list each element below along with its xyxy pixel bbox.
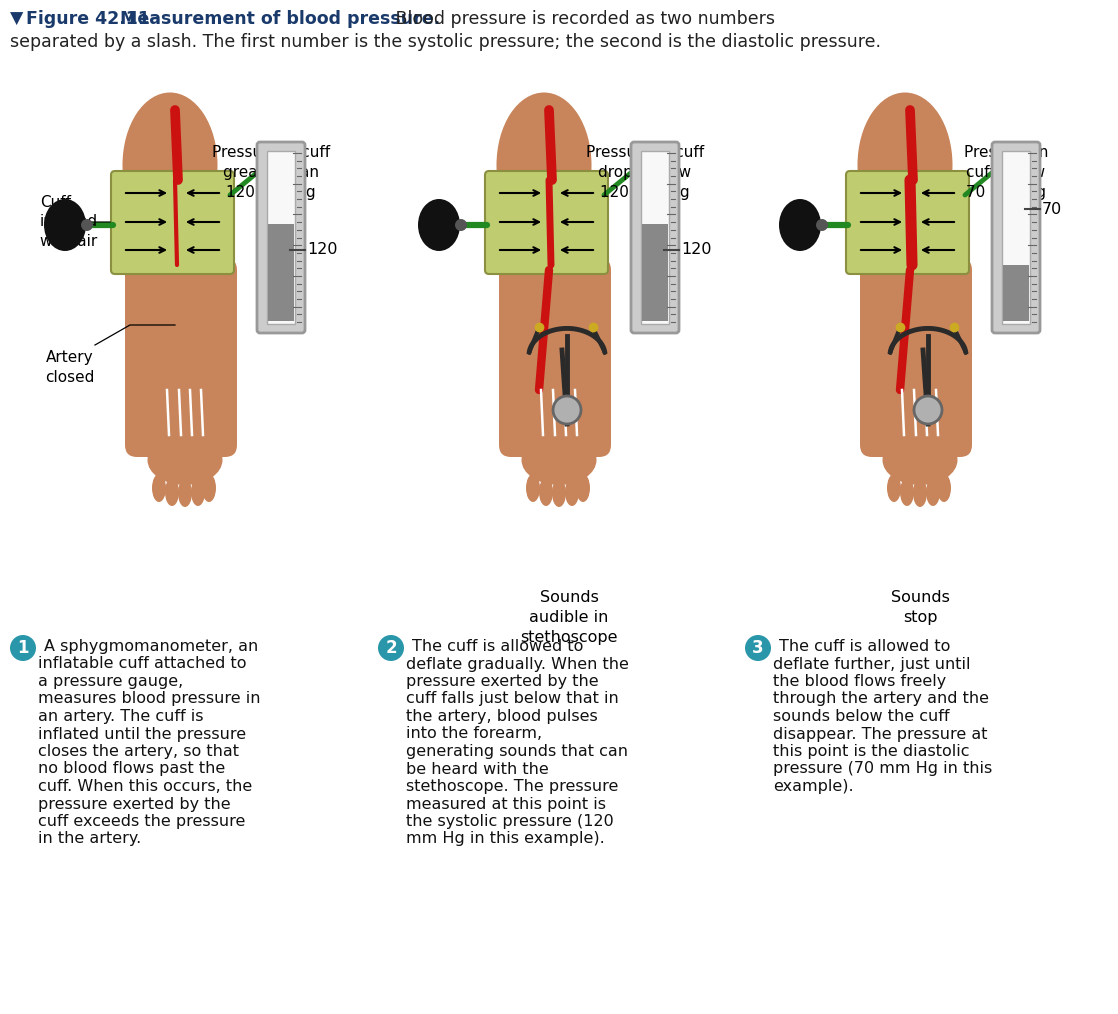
Text: into the forearm,: into the forearm, bbox=[406, 726, 542, 741]
Text: pressure exerted by the: pressure exerted by the bbox=[38, 797, 230, 811]
Ellipse shape bbox=[816, 219, 828, 231]
Text: a pressure gauge,: a pressure gauge, bbox=[38, 674, 183, 689]
Text: disappear. The pressure at: disappear. The pressure at bbox=[773, 726, 987, 741]
FancyBboxPatch shape bbox=[485, 171, 608, 274]
Text: pressure exerted by the: pressure exerted by the bbox=[406, 674, 598, 689]
Text: the blood flows freely: the blood flows freely bbox=[773, 674, 946, 689]
Text: 120: 120 bbox=[307, 242, 338, 258]
Ellipse shape bbox=[882, 435, 957, 485]
Text: Measurement of blood pressure.: Measurement of blood pressure. bbox=[120, 10, 440, 28]
Ellipse shape bbox=[44, 199, 86, 251]
Circle shape bbox=[10, 635, 36, 661]
Text: this point is the diastolic: this point is the diastolic bbox=[773, 744, 969, 759]
FancyBboxPatch shape bbox=[125, 258, 237, 457]
Text: Cuff
inflated
with air: Cuff inflated with air bbox=[40, 195, 98, 249]
Text: sounds below the cuff: sounds below the cuff bbox=[773, 709, 949, 724]
Ellipse shape bbox=[191, 478, 205, 506]
Text: no blood flows past the: no blood flows past the bbox=[38, 762, 225, 777]
Ellipse shape bbox=[152, 474, 165, 502]
Text: deflate further, just until: deflate further, just until bbox=[773, 656, 970, 671]
Text: cuff exceeds the pressure: cuff exceeds the pressure bbox=[38, 814, 245, 829]
Text: ▼: ▼ bbox=[10, 10, 29, 28]
Text: example).: example). bbox=[773, 779, 854, 794]
Text: 2: 2 bbox=[386, 639, 397, 657]
Text: pressure (70 mm Hg in this: pressure (70 mm Hg in this bbox=[773, 762, 993, 777]
FancyBboxPatch shape bbox=[860, 258, 972, 457]
FancyBboxPatch shape bbox=[846, 171, 969, 274]
Ellipse shape bbox=[900, 478, 915, 506]
Circle shape bbox=[915, 396, 942, 424]
Text: Artery
closed: Artery closed bbox=[46, 350, 95, 384]
Text: inflatable cuff attached to: inflatable cuff attached to bbox=[38, 656, 246, 671]
Text: deflate gradually. When the: deflate gradually. When the bbox=[406, 656, 628, 671]
Text: Sounds
audible in
stethoscope: Sounds audible in stethoscope bbox=[520, 590, 618, 645]
Ellipse shape bbox=[887, 474, 901, 502]
Text: cuff. When this occurs, the: cuff. When this occurs, the bbox=[38, 779, 253, 794]
Text: through the artery and the: through the artery and the bbox=[773, 692, 989, 707]
Ellipse shape bbox=[80, 219, 93, 231]
Ellipse shape bbox=[418, 199, 459, 251]
Ellipse shape bbox=[913, 479, 927, 507]
FancyBboxPatch shape bbox=[631, 142, 679, 333]
FancyBboxPatch shape bbox=[992, 142, 1040, 333]
Ellipse shape bbox=[496, 92, 591, 237]
Ellipse shape bbox=[926, 478, 940, 506]
Text: the systolic pressure (120: the systolic pressure (120 bbox=[406, 814, 614, 829]
Circle shape bbox=[553, 396, 581, 424]
Text: in the artery.: in the artery. bbox=[38, 831, 141, 847]
Circle shape bbox=[745, 635, 771, 661]
Text: 3: 3 bbox=[752, 639, 764, 657]
Ellipse shape bbox=[858, 92, 953, 237]
Text: Pressure in cuff
greater than
120 mm Hg: Pressure in cuff greater than 120 mm Hg bbox=[212, 145, 330, 200]
Ellipse shape bbox=[521, 435, 597, 485]
Ellipse shape bbox=[779, 199, 821, 251]
Ellipse shape bbox=[552, 479, 566, 507]
Text: 120: 120 bbox=[681, 242, 711, 258]
Text: Blood pressure is recorded as two numbers: Blood pressure is recorded as two number… bbox=[390, 10, 775, 28]
Ellipse shape bbox=[455, 219, 467, 231]
Ellipse shape bbox=[123, 92, 218, 237]
Text: closes the artery, so that: closes the artery, so that bbox=[38, 744, 239, 759]
Text: Pressure in
cuff below
70 mm Hg: Pressure in cuff below 70 mm Hg bbox=[964, 145, 1049, 200]
Text: measures blood pressure in: measures blood pressure in bbox=[38, 692, 260, 707]
Bar bbox=[1002, 151, 1030, 324]
Bar bbox=[641, 151, 669, 324]
Ellipse shape bbox=[165, 478, 179, 506]
Bar bbox=[642, 224, 667, 321]
Text: Figure 42.11: Figure 42.11 bbox=[26, 10, 162, 28]
Text: 70: 70 bbox=[1042, 202, 1062, 217]
Text: separated by a slash. The first number is the systolic pressure; the second is t: separated by a slash. The first number i… bbox=[10, 33, 881, 51]
Text: generating sounds that can: generating sounds that can bbox=[406, 744, 628, 759]
Text: stethoscope. The pressure: stethoscope. The pressure bbox=[406, 779, 618, 794]
Ellipse shape bbox=[539, 478, 553, 506]
Text: Pressure in cuff
drops below
120 mm Hg: Pressure in cuff drops below 120 mm Hg bbox=[586, 145, 704, 200]
FancyBboxPatch shape bbox=[499, 258, 612, 457]
Bar bbox=[267, 151, 295, 324]
Circle shape bbox=[378, 635, 404, 661]
Bar bbox=[268, 224, 294, 321]
Ellipse shape bbox=[576, 474, 590, 502]
Text: 1: 1 bbox=[17, 639, 29, 657]
Text: be heard with the: be heard with the bbox=[406, 762, 549, 777]
FancyBboxPatch shape bbox=[257, 142, 305, 333]
Bar bbox=[1003, 265, 1029, 321]
Text: The cuff is allowed to: The cuff is allowed to bbox=[413, 639, 584, 654]
Text: measured at this point is: measured at this point is bbox=[406, 797, 606, 811]
Text: inflated until the pressure: inflated until the pressure bbox=[38, 726, 246, 741]
Ellipse shape bbox=[202, 474, 216, 502]
Ellipse shape bbox=[525, 474, 540, 502]
Ellipse shape bbox=[148, 435, 222, 485]
Ellipse shape bbox=[565, 478, 579, 506]
Ellipse shape bbox=[178, 479, 192, 507]
Text: an artery. The cuff is: an artery. The cuff is bbox=[38, 709, 203, 724]
Text: Sounds
stop: Sounds stop bbox=[891, 590, 949, 625]
Text: the artery, blood pulses: the artery, blood pulses bbox=[406, 709, 598, 724]
Text: A sphygmomanometer, an: A sphygmomanometer, an bbox=[44, 639, 258, 654]
FancyBboxPatch shape bbox=[111, 171, 234, 274]
Text: The cuff is allowed to: The cuff is allowed to bbox=[779, 639, 950, 654]
Ellipse shape bbox=[937, 474, 951, 502]
Text: mm Hg in this example).: mm Hg in this example). bbox=[406, 831, 605, 847]
Text: cuff falls just below that in: cuff falls just below that in bbox=[406, 692, 618, 707]
